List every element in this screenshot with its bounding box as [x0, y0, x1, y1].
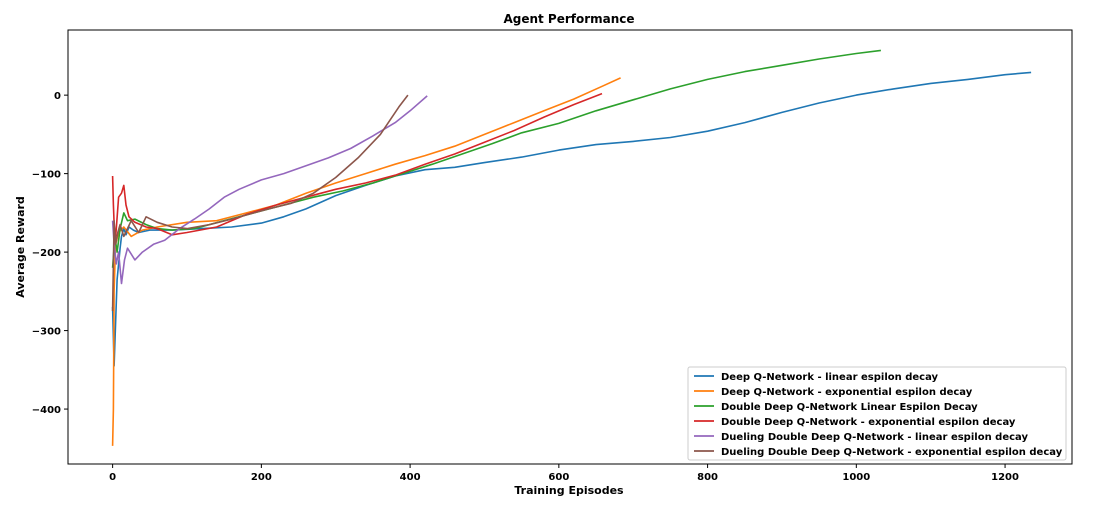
x-tick-label: 400: [400, 472, 421, 483]
y-tick-label: −300: [32, 327, 61, 338]
legend-label-4: Double Deep Q-Network - exponential espi…: [721, 417, 1016, 428]
y-tick-label: −100: [32, 170, 61, 181]
plot-area: [111, 49, 1032, 446]
y-tick-label: 0: [54, 91, 61, 102]
series-line-5: [111, 95, 428, 285]
series-line-6: [111, 94, 409, 312]
legend-label-1: Deep Q-Network - linear espilon decay: [721, 372, 939, 383]
series-line-4: [111, 92, 603, 246]
legend-label-3: Double Deep Q-Network Linear Espilon Dec…: [721, 402, 978, 413]
x-tick-label: 600: [548, 472, 569, 483]
plot-frame: [67, 29, 1073, 465]
legend-label-6: Dueling Double Deep Q-Network - exponent…: [721, 447, 1063, 458]
legend-label-2: Deep Q-Network - exponential espilon dec…: [721, 387, 973, 398]
y-axis: −400 −300 −200 −100 0: [32, 91, 68, 416]
series-line-2: [111, 77, 621, 446]
x-tick-label: 200: [251, 472, 272, 483]
x-axis: 0 200 400 600 800 1000 1200: [109, 464, 1019, 483]
legend-label-5: Dueling Double Deep Q-Network - linear e…: [721, 432, 1028, 443]
series-line-1: [111, 71, 1032, 367]
x-tick-label: 0: [109, 472, 116, 483]
x-tick-label: 1200: [991, 472, 1019, 483]
y-tick-label: −400: [32, 405, 61, 416]
x-axis-label: Training Episodes: [514, 484, 624, 497]
x-tick-label: 800: [697, 472, 718, 483]
y-axis-label: Average Reward: [14, 196, 27, 298]
y-tick-label: −200: [32, 248, 61, 259]
legend: Deep Q-Network - linear espilon decay Dee…: [687, 366, 1067, 461]
legend-box: [687, 366, 1067, 461]
chart-title: Agent Performance: [503, 12, 634, 26]
series-line-3: [111, 49, 882, 268]
x-tick-label: 1000: [842, 472, 870, 483]
